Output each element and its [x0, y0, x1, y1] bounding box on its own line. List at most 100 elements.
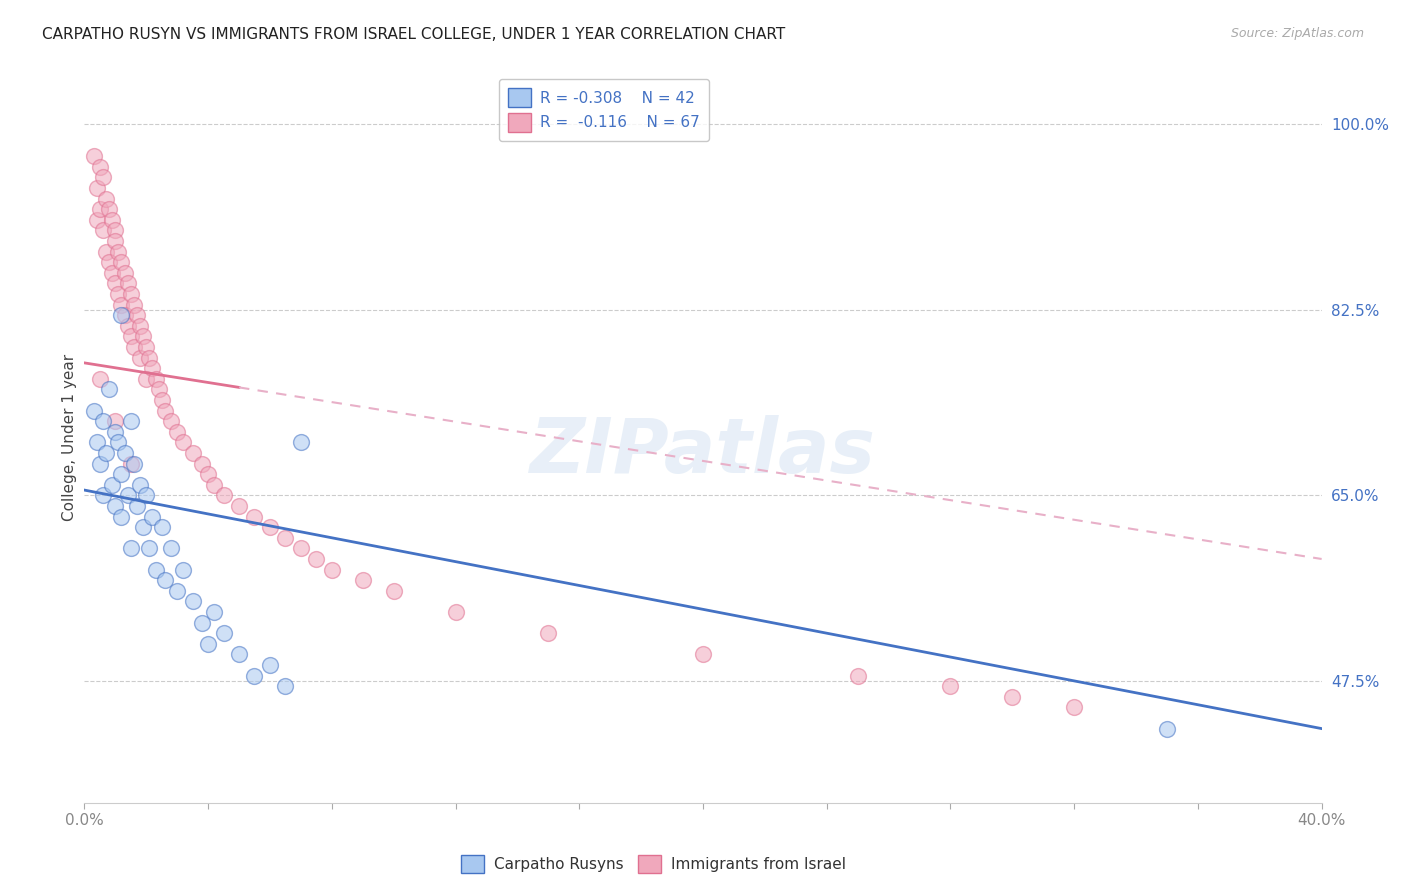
Point [125, 499, 148, 513]
Point [98, 255, 121, 269]
Point [110, 255, 132, 269]
Point [1001, 690, 1024, 704]
Point [98, 383, 121, 397]
Point [104, 499, 127, 513]
Point [153, 573, 176, 587]
Point [305, 552, 328, 566]
Point [104, 234, 127, 248]
Point [132, 329, 155, 343]
Point [94, 192, 117, 206]
Point [172, 563, 194, 577]
Point [104, 277, 127, 291]
Point [243, 668, 266, 682]
Point [138, 541, 160, 556]
Point [290, 435, 312, 450]
Point [120, 329, 142, 343]
Point [114, 446, 136, 460]
Point [197, 637, 219, 651]
Point [150, 392, 173, 407]
Point [120, 457, 142, 471]
Point [89, 160, 111, 174]
Point [86, 181, 108, 195]
Point [83, 149, 105, 163]
Point [129, 477, 152, 491]
Point [145, 372, 167, 386]
Point [135, 340, 157, 354]
Point [148, 383, 170, 397]
Point [135, 488, 157, 502]
Point [321, 563, 343, 577]
Point [129, 351, 152, 365]
Point [104, 223, 127, 237]
Point [120, 541, 142, 556]
Point [110, 509, 132, 524]
Point [132, 520, 155, 534]
Text: ZIPatlas: ZIPatlas [530, 415, 876, 489]
Point [172, 435, 194, 450]
Point [166, 583, 188, 598]
Point [104, 414, 127, 428]
Point [166, 425, 188, 439]
Point [228, 648, 250, 662]
Point [104, 425, 127, 439]
Point [444, 605, 467, 619]
Point [141, 361, 163, 376]
Point [101, 266, 124, 280]
Point [114, 266, 136, 280]
Y-axis label: College, Under 1 year: College, Under 1 year [62, 353, 77, 521]
Point [197, 467, 219, 482]
Point [107, 287, 129, 301]
Point [1063, 700, 1085, 714]
Point [150, 520, 173, 534]
Point [125, 308, 148, 322]
Point [228, 499, 250, 513]
Point [114, 308, 136, 322]
Point [101, 212, 124, 227]
Point [122, 297, 145, 311]
Point [120, 287, 142, 301]
Point [290, 541, 312, 556]
Point [91, 488, 114, 502]
Point [692, 648, 714, 662]
Point [212, 488, 235, 502]
Point [181, 446, 204, 460]
Point [191, 457, 214, 471]
Point [122, 457, 145, 471]
Point [107, 244, 129, 259]
Point [89, 457, 111, 471]
Point [274, 679, 297, 693]
Point [86, 212, 108, 227]
Point [202, 477, 225, 491]
Point [91, 414, 114, 428]
Point [1156, 722, 1178, 736]
Point [91, 170, 114, 185]
Point [939, 679, 962, 693]
Point [160, 541, 183, 556]
Point [94, 244, 117, 259]
Point [98, 202, 121, 216]
Point [110, 308, 132, 322]
Point [243, 509, 266, 524]
Point [117, 488, 139, 502]
Point [160, 414, 183, 428]
Text: CARPATHO RUSYN VS IMMIGRANTS FROM ISRAEL COLLEGE, UNDER 1 YEAR CORRELATION CHART: CARPATHO RUSYN VS IMMIGRANTS FROM ISRAEL… [42, 27, 786, 42]
Point [110, 467, 132, 482]
Point [86, 435, 108, 450]
Point [181, 594, 204, 608]
Point [138, 351, 160, 365]
Point [191, 615, 214, 630]
Legend: Carpatho Rusyns, Immigrants from Israel: Carpatho Rusyns, Immigrants from Israel [456, 848, 852, 880]
Point [117, 277, 139, 291]
Point [91, 223, 114, 237]
Point [846, 668, 869, 682]
Point [120, 414, 142, 428]
Point [202, 605, 225, 619]
Point [141, 509, 163, 524]
Point [122, 340, 145, 354]
Point [94, 446, 117, 460]
Point [145, 563, 167, 577]
Point [212, 626, 235, 640]
Point [537, 626, 560, 640]
Point [382, 583, 405, 598]
Point [259, 658, 281, 673]
